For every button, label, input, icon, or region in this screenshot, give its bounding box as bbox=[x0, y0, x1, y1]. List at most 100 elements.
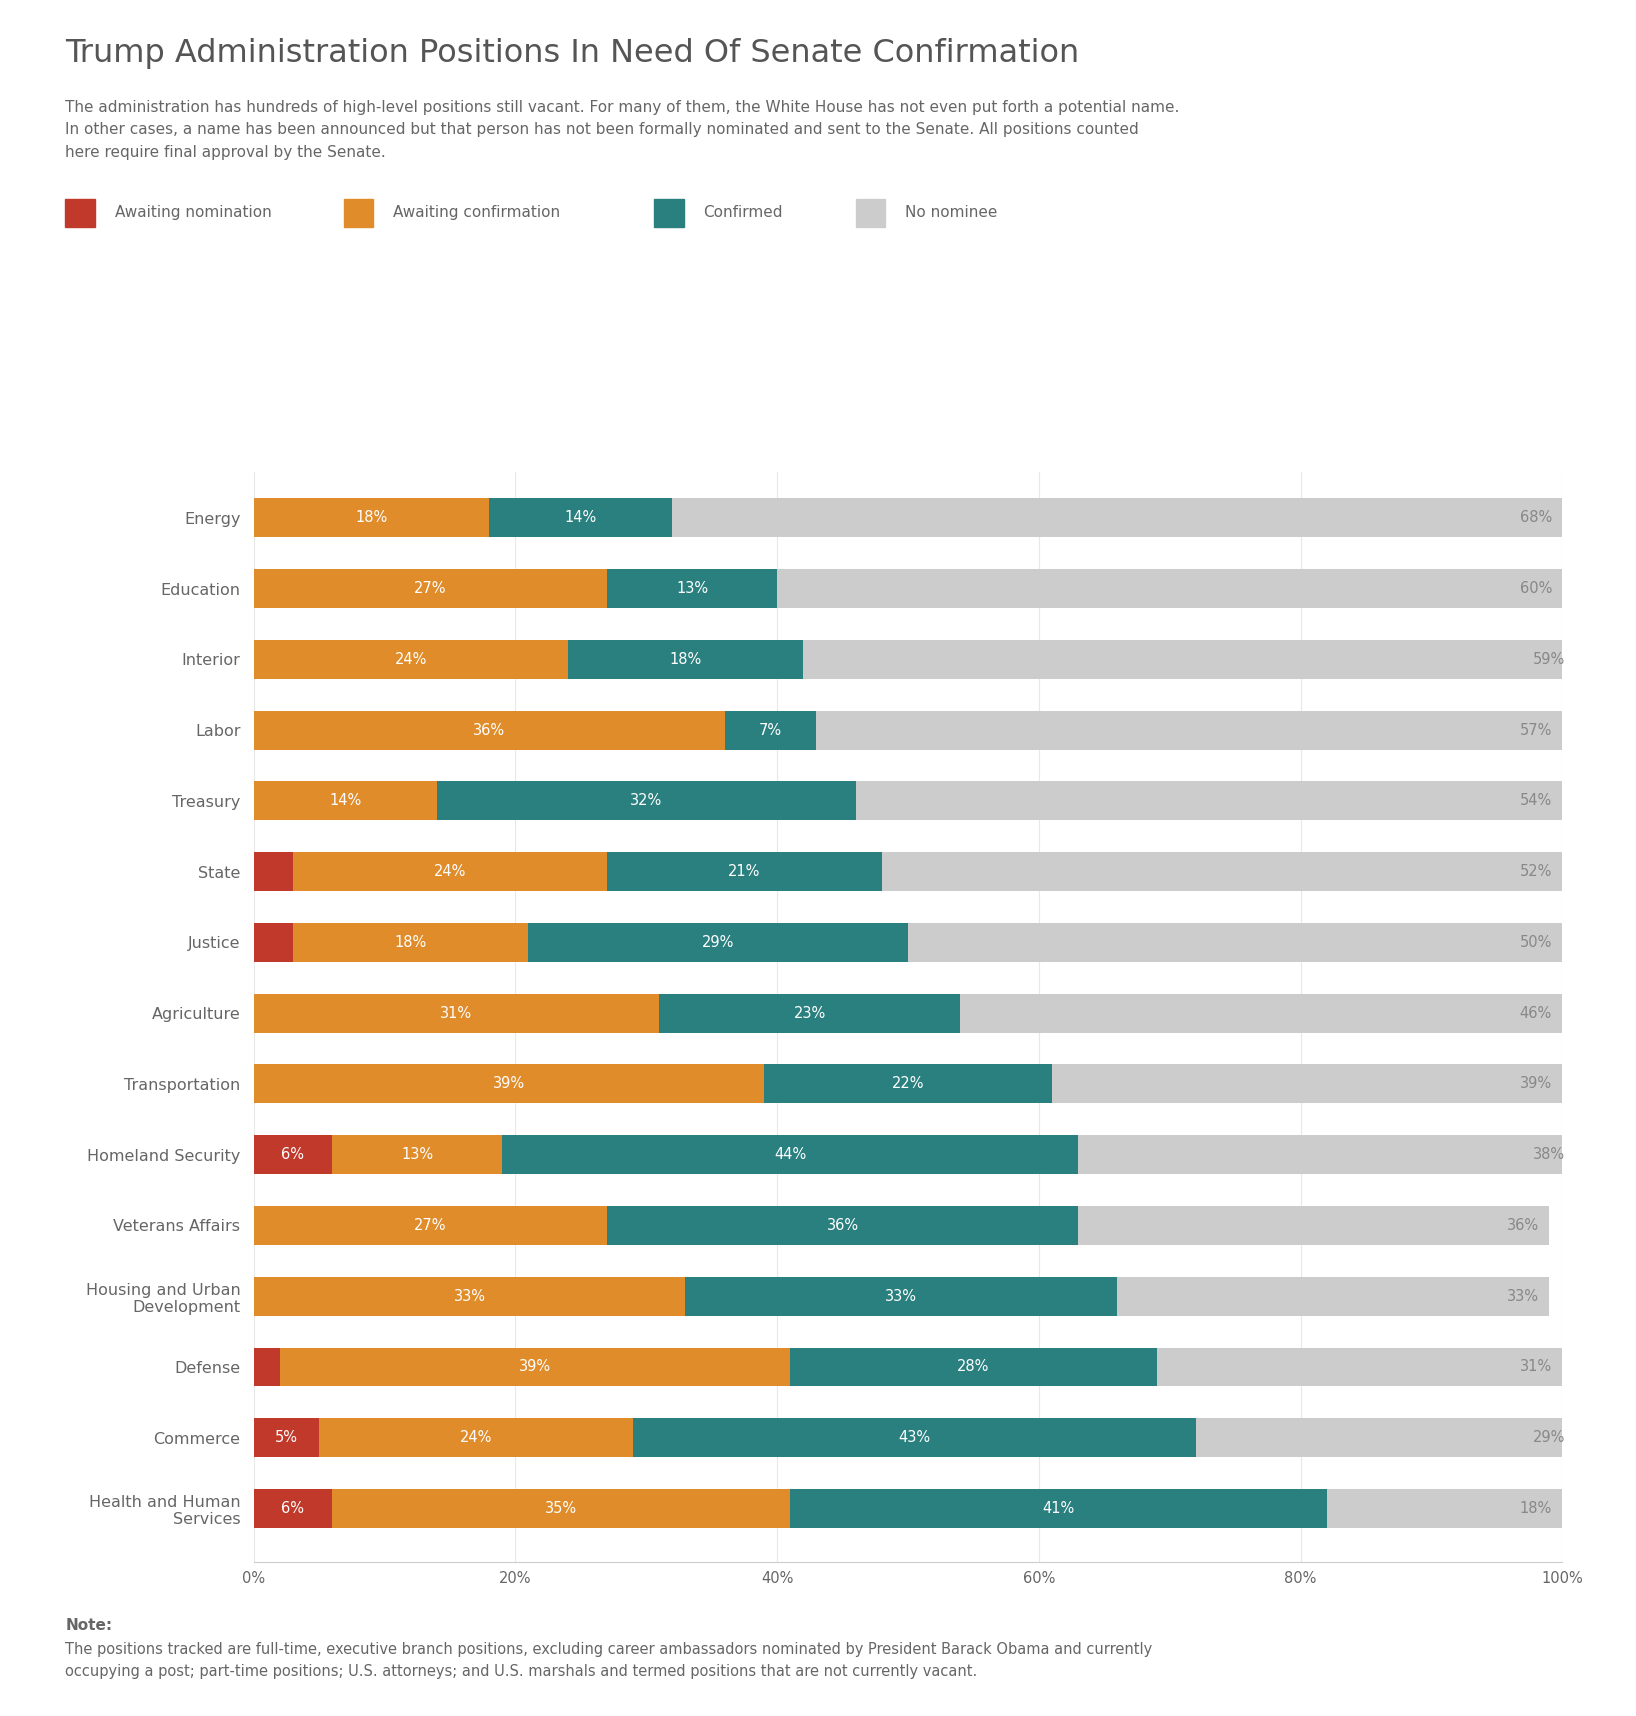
Bar bbox=[1052, 1064, 1562, 1103]
Text: 43%: 43% bbox=[898, 1429, 931, 1445]
Text: 14%: 14% bbox=[329, 793, 362, 808]
Bar bbox=[254, 1136, 332, 1174]
Bar bbox=[332, 1136, 502, 1174]
Bar bbox=[254, 710, 725, 750]
Bar bbox=[960, 994, 1562, 1033]
Text: 39%: 39% bbox=[519, 1359, 551, 1375]
Bar bbox=[489, 498, 672, 537]
Bar bbox=[502, 1136, 1078, 1174]
Text: 14%: 14% bbox=[564, 510, 597, 525]
Bar bbox=[332, 1489, 790, 1527]
Text: 24%: 24% bbox=[394, 652, 427, 668]
Text: The administration has hundreds of high-level positions still vacant. For many o: The administration has hundreds of high-… bbox=[65, 100, 1180, 160]
Bar bbox=[607, 570, 777, 607]
Bar bbox=[1117, 1277, 1549, 1316]
Bar bbox=[1157, 1347, 1562, 1387]
Bar bbox=[803, 640, 1575, 680]
Text: 46%: 46% bbox=[1520, 1006, 1553, 1021]
Bar bbox=[528, 923, 908, 963]
Text: 13%: 13% bbox=[676, 582, 708, 595]
Bar bbox=[764, 1064, 1052, 1103]
Bar bbox=[437, 781, 856, 820]
Text: 28%: 28% bbox=[957, 1359, 990, 1375]
Text: 18%: 18% bbox=[394, 935, 427, 951]
Text: 6%: 6% bbox=[281, 1502, 304, 1515]
Bar bbox=[1078, 1136, 1575, 1174]
Text: 5%: 5% bbox=[275, 1429, 298, 1445]
Text: 36%: 36% bbox=[1507, 1218, 1539, 1234]
Bar bbox=[633, 1419, 1196, 1457]
Bar bbox=[280, 1347, 790, 1387]
Text: No nominee: No nominee bbox=[905, 206, 996, 220]
Bar bbox=[790, 1489, 1327, 1527]
Text: 18%: 18% bbox=[669, 652, 702, 668]
Text: 18%: 18% bbox=[355, 510, 388, 525]
Text: 29%: 29% bbox=[1533, 1429, 1566, 1445]
Bar bbox=[293, 923, 528, 963]
Bar bbox=[254, 1206, 607, 1244]
Text: The positions tracked are full-time, executive branch positions, excluding caree: The positions tracked are full-time, exe… bbox=[65, 1642, 1153, 1680]
Bar bbox=[882, 853, 1562, 891]
Text: 24%: 24% bbox=[434, 865, 466, 879]
Text: 36%: 36% bbox=[826, 1218, 859, 1234]
Text: 32%: 32% bbox=[630, 793, 663, 808]
Bar bbox=[856, 781, 1562, 820]
Text: 68%: 68% bbox=[1520, 510, 1553, 525]
Bar bbox=[725, 710, 816, 750]
Text: 31%: 31% bbox=[440, 1006, 473, 1021]
Text: 59%: 59% bbox=[1533, 652, 1566, 668]
Bar bbox=[816, 710, 1562, 750]
Text: Note:: Note: bbox=[65, 1618, 113, 1634]
Text: 60%: 60% bbox=[1520, 582, 1553, 595]
Text: 6%: 6% bbox=[281, 1148, 304, 1162]
Text: 13%: 13% bbox=[401, 1148, 434, 1162]
Text: Confirmed: Confirmed bbox=[703, 206, 784, 220]
Text: 57%: 57% bbox=[1520, 722, 1553, 738]
Text: 33%: 33% bbox=[1507, 1289, 1539, 1304]
Text: 39%: 39% bbox=[1520, 1076, 1553, 1091]
Bar bbox=[293, 853, 607, 891]
Text: 18%: 18% bbox=[1520, 1502, 1553, 1515]
Text: 36%: 36% bbox=[473, 722, 506, 738]
Bar bbox=[254, 1489, 332, 1527]
Text: 21%: 21% bbox=[728, 865, 761, 879]
Bar bbox=[685, 1277, 1117, 1316]
Text: 52%: 52% bbox=[1520, 865, 1553, 879]
Text: 39%: 39% bbox=[492, 1076, 525, 1091]
Text: 33%: 33% bbox=[453, 1289, 486, 1304]
Text: 24%: 24% bbox=[460, 1429, 492, 1445]
Text: 29%: 29% bbox=[702, 935, 735, 951]
Bar bbox=[254, 570, 607, 607]
Bar bbox=[607, 1206, 1078, 1244]
Bar bbox=[568, 640, 803, 680]
Text: 31%: 31% bbox=[1520, 1359, 1553, 1375]
Text: 50%: 50% bbox=[1520, 935, 1553, 951]
Bar bbox=[254, 781, 437, 820]
Bar bbox=[254, 1419, 319, 1457]
Text: 23%: 23% bbox=[793, 1006, 826, 1021]
Text: 38%: 38% bbox=[1533, 1148, 1566, 1162]
Bar bbox=[254, 923, 293, 963]
Text: 7%: 7% bbox=[759, 722, 782, 738]
Bar bbox=[607, 853, 882, 891]
Text: Trump Administration Positions In Need Of Senate Confirmation: Trump Administration Positions In Need O… bbox=[65, 38, 1080, 69]
Bar bbox=[254, 498, 489, 537]
Text: 33%: 33% bbox=[885, 1289, 918, 1304]
Bar bbox=[254, 853, 293, 891]
Bar bbox=[254, 1347, 280, 1387]
Bar bbox=[319, 1419, 633, 1457]
Text: 27%: 27% bbox=[414, 1218, 447, 1234]
Text: 22%: 22% bbox=[892, 1076, 924, 1091]
Text: 35%: 35% bbox=[545, 1502, 578, 1515]
Bar bbox=[1196, 1419, 1575, 1457]
Bar bbox=[659, 994, 960, 1033]
Bar bbox=[254, 640, 568, 680]
Bar bbox=[777, 570, 1562, 607]
Text: 54%: 54% bbox=[1520, 793, 1553, 808]
Text: 44%: 44% bbox=[774, 1148, 807, 1162]
Bar bbox=[254, 1277, 685, 1316]
Text: Awaiting confirmation: Awaiting confirmation bbox=[393, 206, 560, 220]
Bar bbox=[790, 1347, 1157, 1387]
Bar bbox=[254, 1064, 764, 1103]
Bar bbox=[672, 498, 1562, 537]
